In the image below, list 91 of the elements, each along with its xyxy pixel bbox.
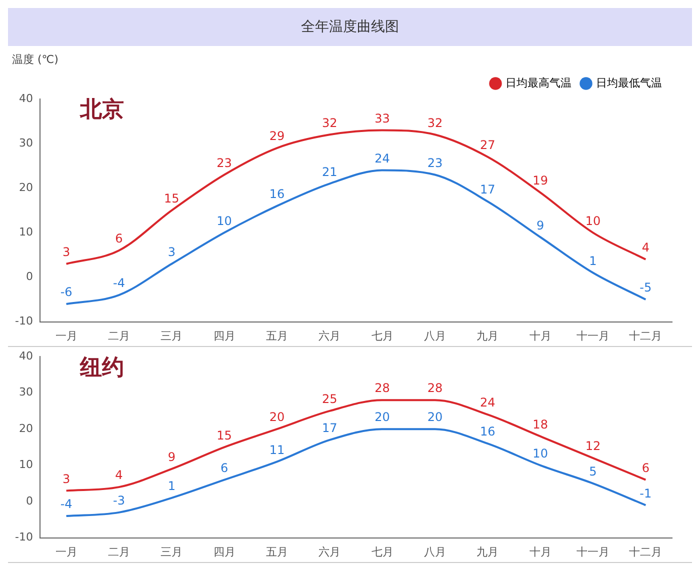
x-tick-label: 四月 <box>213 545 236 558</box>
y-tick-label: -10 <box>15 314 33 328</box>
data-label: 6 <box>115 232 123 246</box>
x-tick-label: 十一月 <box>576 329 610 342</box>
y-tick-label: 20 <box>18 422 33 435</box>
x-tick-label: 三月 <box>160 329 183 342</box>
data-label: 5 <box>589 464 597 479</box>
x-tick-label: 十二月 <box>629 545 662 558</box>
x-tick-label: 七月 <box>371 329 394 342</box>
chart-title: 全年温度曲线图 <box>8 8 692 46</box>
data-label: 9 <box>168 450 176 464</box>
data-label: 23 <box>427 156 443 170</box>
data-label: -4 <box>60 497 72 512</box>
data-label: -6 <box>60 285 72 300</box>
data-label: 16 <box>269 187 285 202</box>
x-tick-label: 四月 <box>213 329 236 342</box>
y-tick-label: 10 <box>18 458 33 472</box>
data-label: -1 <box>640 486 652 500</box>
x-tick-label: 三月 <box>160 545 183 558</box>
data-label: 3 <box>62 244 70 259</box>
x-tick-label: 十一月 <box>576 545 610 558</box>
y-tick-label: 40 <box>18 92 33 105</box>
x-tick-label: 六月 <box>318 545 341 558</box>
data-label: 24 <box>374 151 390 166</box>
data-label: 1 <box>589 254 597 268</box>
data-label: 3 <box>62 472 70 486</box>
y-axis-title: 温度 (℃) <box>12 52 58 66</box>
annotation: 北京 <box>78 96 124 123</box>
data-label: 32 <box>322 116 338 130</box>
x-tick-label: 九月 <box>476 329 499 342</box>
data-label: 17 <box>480 182 496 197</box>
data-label: 1 <box>168 479 176 494</box>
data-label: 4 <box>115 468 123 482</box>
data-label: 24 <box>480 396 496 410</box>
x-tick-label: 一月 <box>55 329 78 342</box>
y-tick-label: 0 <box>26 270 33 284</box>
line-series <box>65 129 647 265</box>
data-label: 6 <box>220 460 228 475</box>
data-label: 33 <box>374 111 390 126</box>
y-tick-label: 30 <box>18 136 33 150</box>
data-label: 16 <box>480 424 496 439</box>
x-tick-label: 十二月 <box>629 329 662 342</box>
x-tick-label: 九月 <box>476 545 499 558</box>
data-label: 19 <box>532 174 548 188</box>
data-label: 17 <box>322 421 338 436</box>
y-tick-label: 20 <box>18 180 33 194</box>
data-label: 32 <box>427 116 443 130</box>
data-label: 21 <box>322 164 338 179</box>
x-tick-label: 一月 <box>55 545 78 558</box>
data-label: 15 <box>216 428 232 442</box>
data-label: 20 <box>269 410 285 424</box>
data-label: 6 <box>642 460 650 475</box>
legend-label: 日均最低气温 <box>596 76 662 90</box>
data-label: 10 <box>532 446 548 460</box>
x-tick-label: 五月 <box>266 545 288 558</box>
data-label: 28 <box>374 381 390 396</box>
data-label: 25 <box>322 392 338 406</box>
data-label: -5 <box>640 280 652 295</box>
data-label: 9 <box>536 218 544 232</box>
data-label: 20 <box>427 410 443 424</box>
data-label: 27 <box>480 138 496 152</box>
x-tick-label: 六月 <box>318 329 341 342</box>
data-label: 20 <box>374 410 390 424</box>
x-tick-label: 十月 <box>529 545 552 558</box>
data-label: 11 <box>269 442 285 457</box>
x-tick-label: 十月 <box>529 329 552 342</box>
x-tick-label: 八月 <box>424 329 446 342</box>
data-label: 12 <box>585 439 601 454</box>
y-tick-label: 40 <box>18 349 33 362</box>
y-tick-label: 10 <box>18 226 33 239</box>
x-tick-label: 二月 <box>108 545 130 558</box>
data-label: 3 <box>168 244 176 259</box>
x-tick-label: 七月 <box>371 545 394 558</box>
y-tick-label: -10 <box>15 530 33 544</box>
x-tick-label: 二月 <box>108 329 130 342</box>
data-label: 10 <box>585 214 601 228</box>
data-label: -4 <box>112 276 125 290</box>
data-label: -3 <box>112 494 125 508</box>
data-label: 15 <box>164 192 180 206</box>
x-tick-label: 八月 <box>424 545 446 558</box>
x-tick-label: 五月 <box>266 329 288 342</box>
data-label: 29 <box>269 129 285 144</box>
data-label: 4 <box>642 240 650 255</box>
data-label: 10 <box>216 214 232 228</box>
data-label: 18 <box>532 417 548 432</box>
legend-label: 日均最高气温 <box>506 76 572 90</box>
y-tick-label: 30 <box>18 386 33 399</box>
data-label: 28 <box>427 381 443 396</box>
data-label: 23 <box>216 156 232 170</box>
y-tick-label: 0 <box>26 494 33 508</box>
annotation: 纽约 <box>78 354 124 380</box>
